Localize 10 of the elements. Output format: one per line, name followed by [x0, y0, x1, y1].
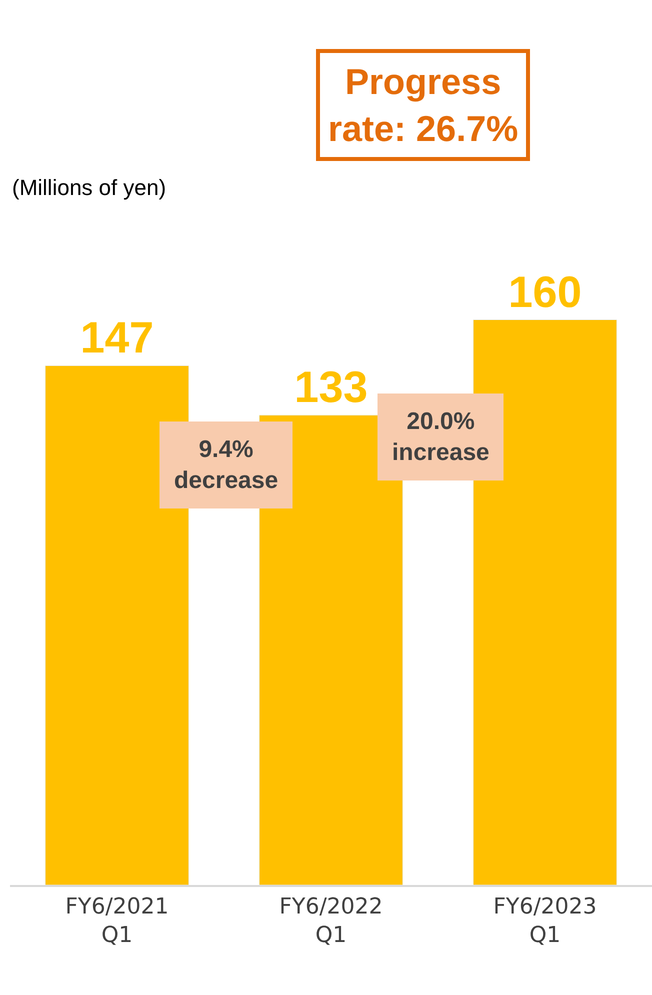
text: Progress rate: 26.7% [328, 61, 518, 149]
annotation: 9.4% decrease [174, 436, 278, 494]
x-tick-label: FY6/2021 Q1 [65, 894, 169, 948]
data-label: 147 [80, 314, 154, 363]
data-label: 133 [294, 363, 368, 412]
annotation: 20.0% increase [392, 408, 490, 466]
text: (Millions of yen) [12, 175, 166, 200]
x-tick-label: FY6/2022 Q1 [279, 894, 383, 948]
data-label: 160 [508, 268, 582, 317]
x-tick-label: FY6/2023 Q1 [493, 894, 597, 948]
